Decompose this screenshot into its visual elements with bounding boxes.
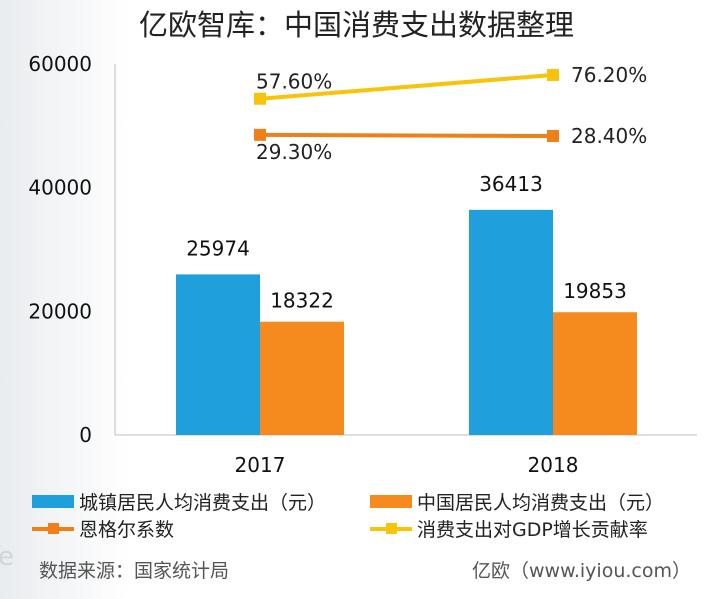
source-note: 数据来源：国家统计局 bbox=[39, 560, 230, 582]
line-marker-0-1 bbox=[547, 130, 559, 142]
chart-plot: 0 20000 40000 60000 25974 36413 18322 19853 2017… bbox=[28, 52, 697, 477]
y-tick-label-3: 60000 bbox=[28, 52, 92, 76]
bar-1-1 bbox=[553, 312, 637, 435]
x-tick-label-1: 2018 bbox=[528, 453, 579, 477]
line-marker-0-0 bbox=[254, 128, 266, 141]
line-value-label-0-0: 29.30% bbox=[256, 140, 332, 164]
line-value-label-1-0: 57.60% bbox=[256, 70, 332, 94]
legend-item-engel: 恩格尔系数 bbox=[32, 515, 174, 542]
chart-title: 亿欧智库：中国消费支出数据整理 bbox=[138, 8, 574, 42]
x-tick-label-0: 2017 bbox=[235, 453, 286, 477]
legend-label-engel: 恩格尔系数 bbox=[79, 519, 175, 541]
legend-swatch-urban bbox=[32, 495, 74, 508]
line-1 bbox=[259, 73, 554, 101]
bar-value-label-1-1: 19853 bbox=[563, 279, 627, 303]
legend-label-national: 中国居民人均消费支出（元） bbox=[417, 492, 665, 514]
legend-label-urban: 城镇居民人均消费支出（元） bbox=[79, 492, 327, 514]
bar-0-0 bbox=[176, 274, 260, 435]
line-marker-1-0 bbox=[254, 92, 266, 105]
bar-1-0 bbox=[260, 321, 344, 435]
y-tick-label-1: 20000 bbox=[28, 299, 92, 323]
line-marker-1-1 bbox=[547, 69, 559, 81]
legend-swatch-national bbox=[370, 495, 412, 508]
legend-item-national: 中国居民人均消费支出（元） bbox=[370, 488, 664, 515]
bar-value-label-0-1: 36413 bbox=[479, 172, 543, 196]
line-0 bbox=[259, 132, 554, 138]
legend-item-urban: 城镇居民人均消费支出（元） bbox=[32, 488, 326, 515]
edge-watermark-glyph: e bbox=[0, 542, 14, 572]
bar-0-1 bbox=[469, 209, 553, 435]
bar-value-label-1-0: 18322 bbox=[270, 289, 334, 313]
line-value-label-1-1: 76.20% bbox=[571, 63, 647, 87]
line-value-label-0-1: 28.40% bbox=[571, 124, 647, 148]
y-tick-label-2: 40000 bbox=[28, 176, 92, 200]
bar-value-label-0-0: 25974 bbox=[186, 236, 250, 260]
legend-swatch-gdp-contribution bbox=[370, 522, 412, 535]
y-tick-label-0: 0 bbox=[79, 423, 92, 447]
legend-label-gdp-contribution: 消费支出对GDP增长贡献率 bbox=[417, 519, 648, 541]
credit-note: 亿欧（www.iyiou.com） bbox=[471, 560, 691, 582]
legend-item-gdp-contribution: 消费支出对GDP增长贡献率 bbox=[370, 515, 648, 542]
legend-swatch-engel bbox=[32, 522, 74, 535]
